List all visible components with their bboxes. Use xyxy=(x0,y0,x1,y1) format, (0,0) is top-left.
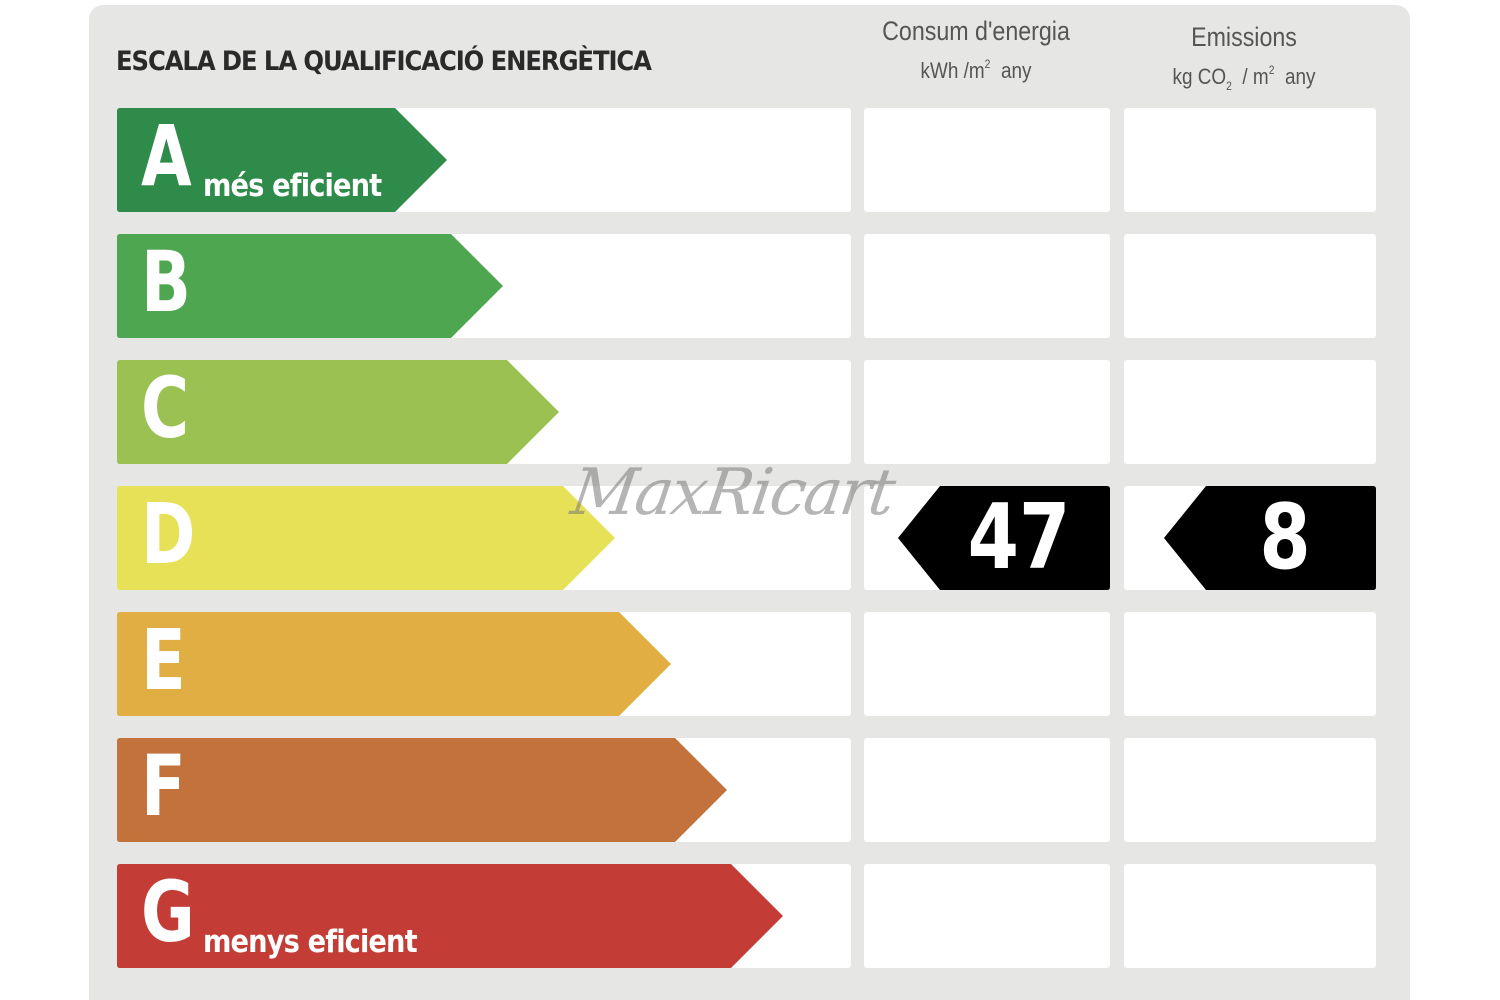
rating-arrow-shape xyxy=(117,108,447,212)
emissions-column-header: Emissions kg CO2 / m2 any xyxy=(1134,22,1354,93)
result-arrow-shape xyxy=(898,486,1110,590)
rating-bar-e: E xyxy=(117,611,671,716)
rating-arrow-shape xyxy=(117,234,503,338)
energy-cell xyxy=(864,612,1110,716)
rating-bar-d: D xyxy=(117,485,615,590)
label-title: ESCALA DE LA QUALIFICACIÓ ENERGÈTICA xyxy=(116,46,652,77)
rating-arrow-shape xyxy=(117,864,783,968)
energy-column-header: Consum d'energia kWh /m2 any xyxy=(866,16,1086,84)
energy-cell xyxy=(864,864,1110,968)
emissions-column-unit: kg CO2 / m2 any xyxy=(1172,63,1316,93)
energy-cell xyxy=(864,108,1110,212)
rating-arrow-shape xyxy=(117,360,559,464)
rating-letter: D xyxy=(141,485,196,583)
energy-cell xyxy=(864,360,1110,464)
result-value: 8 xyxy=(1259,485,1311,590)
rating-letter: C xyxy=(141,359,190,457)
energy-cell xyxy=(864,738,1110,842)
rating-letter: A xyxy=(141,107,192,205)
rating-arrow-shape xyxy=(117,738,727,842)
emissions-cell xyxy=(1124,234,1376,338)
rating-arrow-shape xyxy=(117,612,671,716)
energy-column-title: Consum d'energia xyxy=(882,16,1070,46)
emissions-cell xyxy=(1124,738,1376,842)
rating-sublabel: menys eficient xyxy=(203,924,418,960)
emissions-column-title: Emissions xyxy=(1191,22,1297,52)
rating-letter: E xyxy=(141,611,186,709)
energy-cell xyxy=(864,234,1110,338)
emissions-cell xyxy=(1124,360,1376,464)
emissions-cell xyxy=(1124,612,1376,716)
emissions-cell xyxy=(1124,864,1376,968)
rating-bar-b: B xyxy=(117,233,503,338)
emissions-result-marker: 8 xyxy=(1164,486,1376,590)
result-arrow-shape xyxy=(1164,486,1376,590)
energy-column-unit: kWh /m2 any xyxy=(920,57,1032,83)
energy-result-marker: 47 xyxy=(898,486,1110,590)
rating-sublabel: més eficient xyxy=(203,168,382,204)
result-value: 47 xyxy=(967,485,1071,590)
rating-bar-f: F xyxy=(117,737,727,842)
rating-letter: F xyxy=(141,737,186,835)
emissions-cell xyxy=(1124,108,1376,212)
rating-letter: B xyxy=(141,233,191,331)
rating-letter: G xyxy=(141,863,195,961)
rating-arrow-shape xyxy=(117,486,615,590)
rating-bar-c: C xyxy=(117,359,559,464)
